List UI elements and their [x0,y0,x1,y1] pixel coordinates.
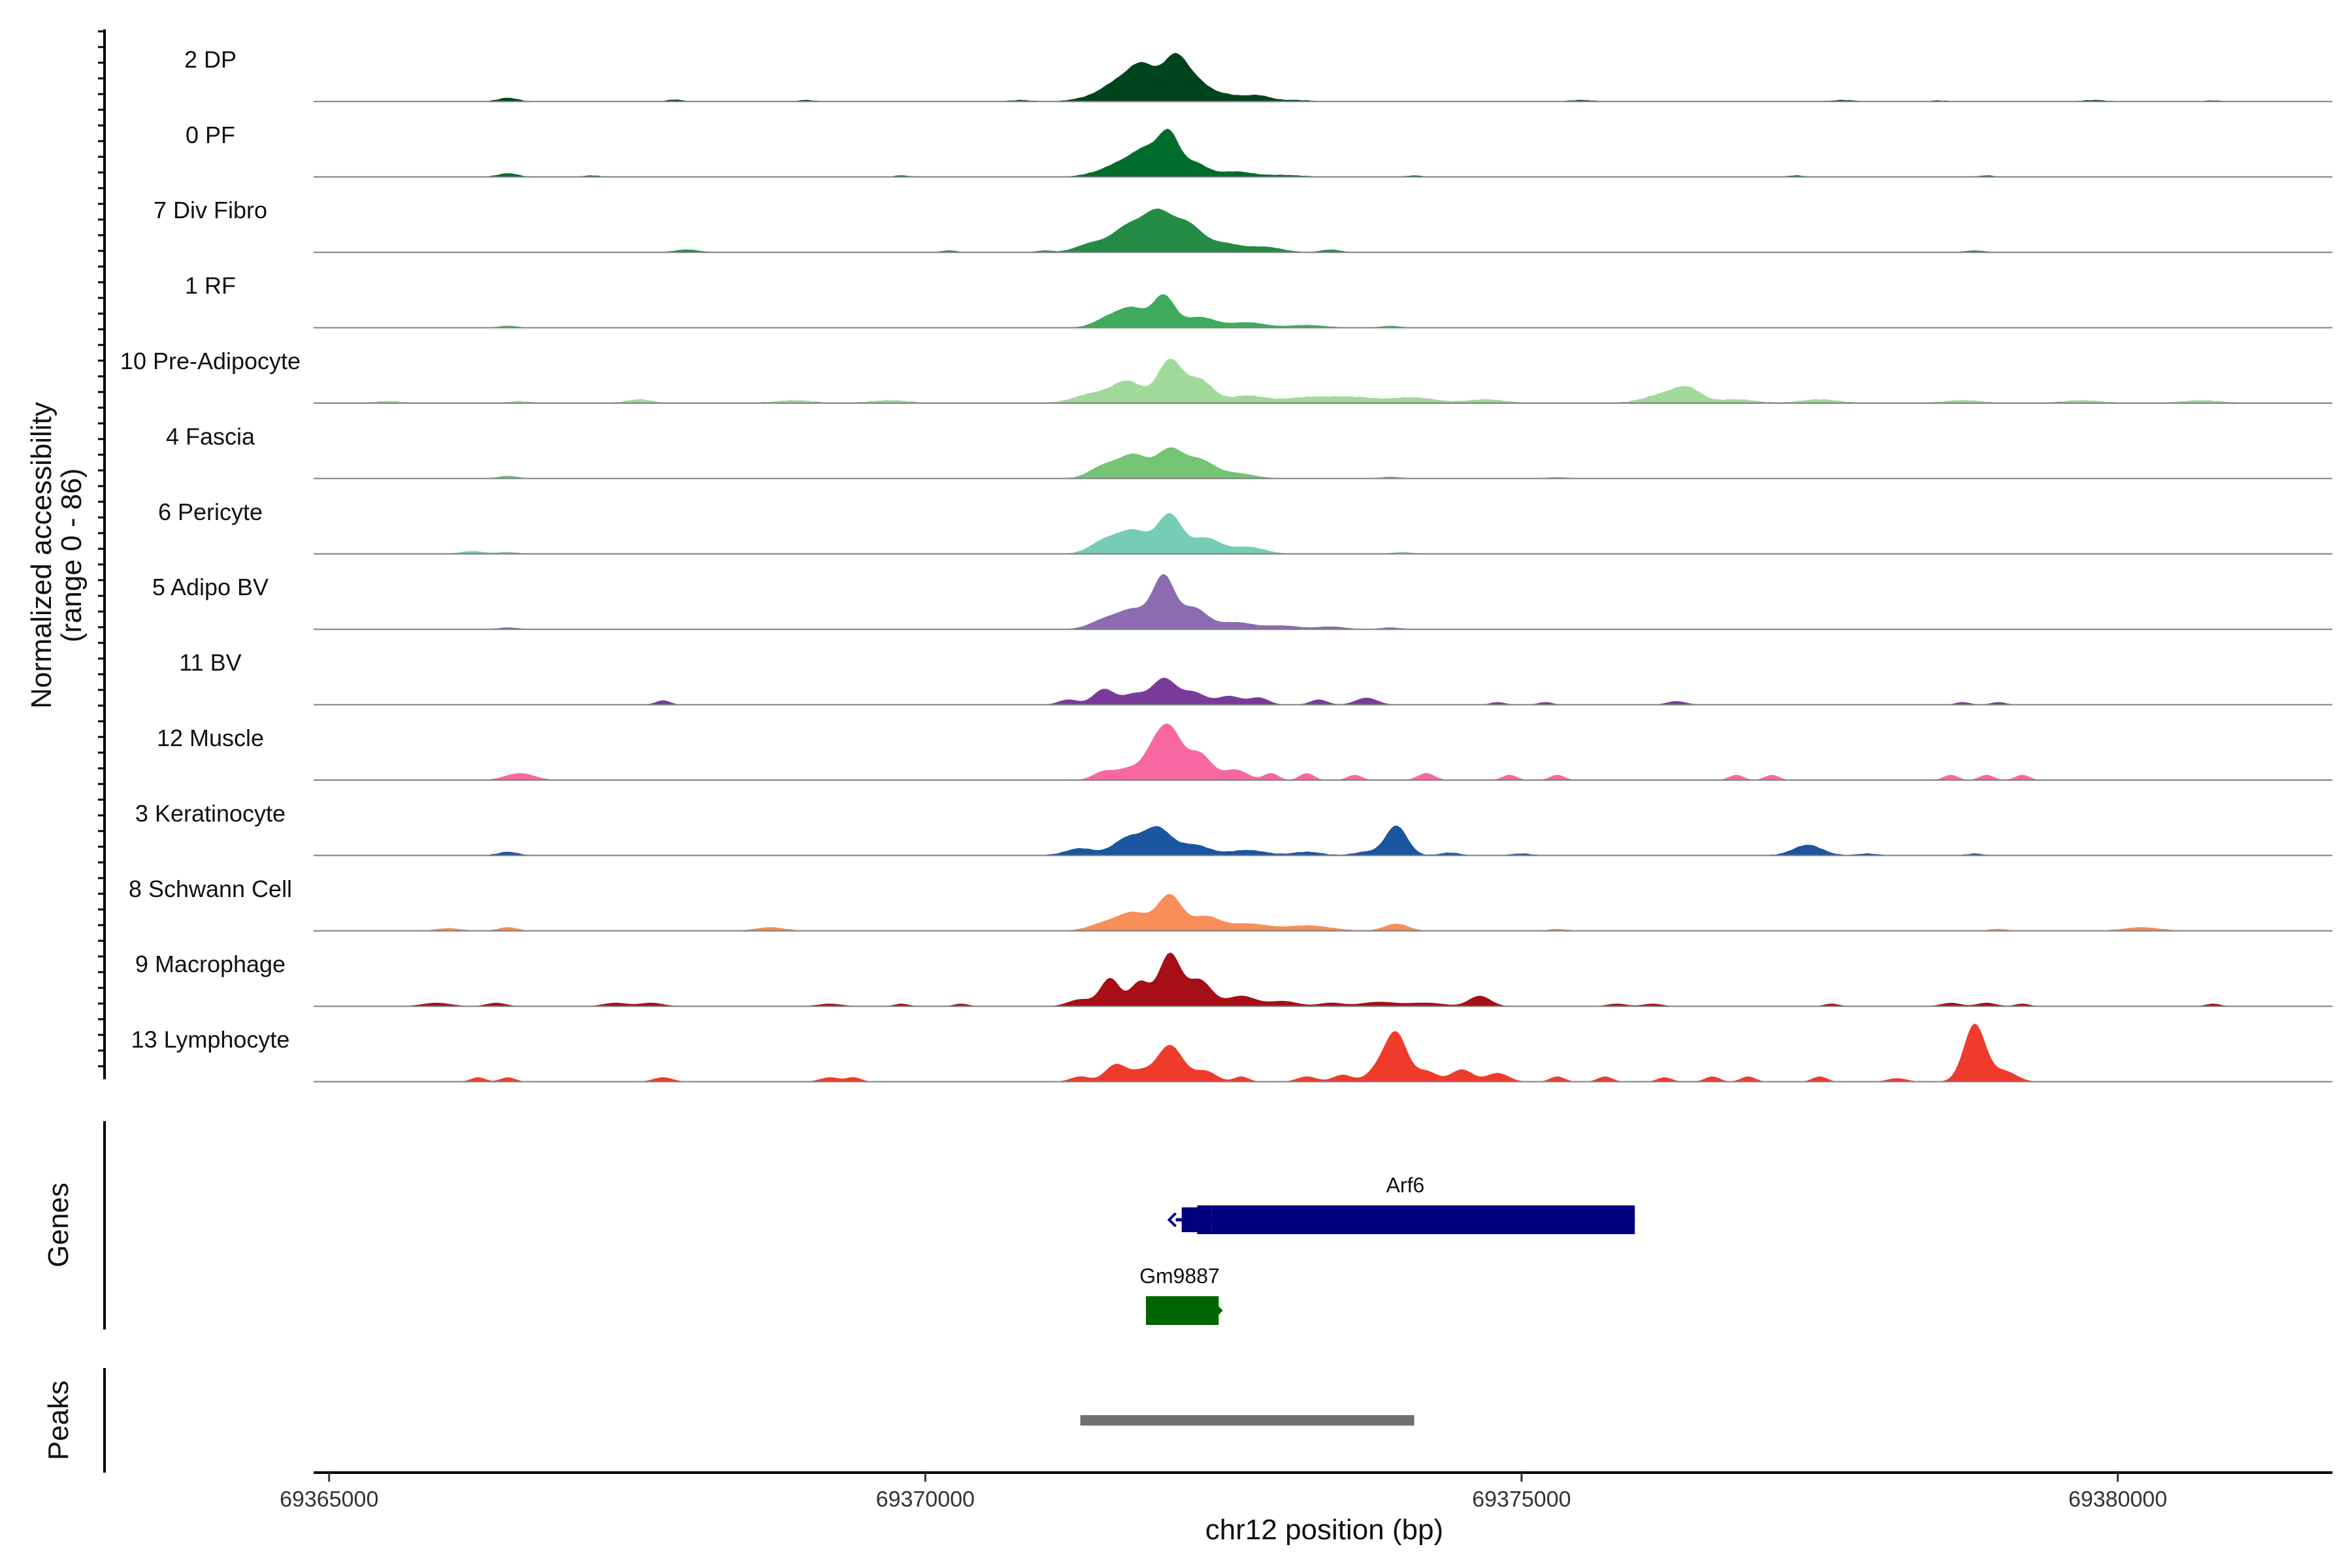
x-tick-label: 69370000 [876,1487,975,1512]
peaks-track-title: Peaks [42,1380,74,1460]
track-area-2-dp [314,52,2332,102]
gene-exon-arf6 [1211,1205,1635,1234]
x-axis: 69365000 69370000 69375000 69380000 [280,1471,2332,1512]
track-area-3-keratinocyte [314,825,2332,856]
track-label-11-bv: 11 BV [179,649,241,676]
track-label-9-macrophage: 9 Macrophage [135,951,286,977]
track-label-0-pf: 0 PF [186,122,235,148]
accessibility-tracks: 2 DP 0 PF 7 Div Fibro 1 RF 10 Pre-Adipocyte 4… [120,46,2332,1083]
track-label-12-muscle: 12 Muscle [157,725,264,751]
accessibility-y-axis [98,29,106,1079]
track-area-9-macrophage [314,952,2332,1007]
track-label-3-keratinocyte: 3 Keratinocyte [135,800,286,826]
track-label-2-dp: 2 DP [184,46,237,73]
track-area-12-muscle [314,723,2332,780]
y-axis-title-line: Normalized accessibility [25,402,57,708]
y-axis-title: Normalized accessibility(range 0 - 86) [25,402,88,708]
x-tick-label: 69375000 [1472,1487,1571,1512]
gene-strand-arrow-gm9887 [1213,1303,1223,1318]
track-area-13-lymphocyte [314,1023,2332,1082]
track-label-4-fascia: 4 Fascia [166,423,255,449]
track-area-11-bv [314,678,2332,705]
x-tick-label: 69365000 [280,1487,378,1512]
track-label-6-pericyte: 6 Pericyte [158,498,263,525]
gene-exon-gm9887 [1145,1296,1219,1325]
genes-track: Genes Arf6 Gm9887 [42,1121,1635,1330]
track-label-10-pre-adipocyte: 10 Pre-Adipocyte [120,348,301,374]
track-area-10-pre-adipocyte [314,358,2332,403]
track-area-7-div-fibro [314,208,2332,253]
track-area-6-pericyte [314,513,2332,554]
track-area-8-schwann-cell [314,894,2332,931]
track-label-7-div-fibro: 7 Div Fibro [154,197,267,223]
gene-exon-arf6 [1181,1207,1198,1232]
gene-exon-arf6 [1197,1205,1212,1234]
peaks-track: Peaks [42,1368,1414,1473]
track-area-4-fascia [314,447,2332,479]
track-label-5-adipo-bv: 5 Adipo BV [152,574,269,600]
track-area-0-pf [314,129,2332,177]
gene-label-arf6: Arf6 [1386,1173,1425,1197]
track-area-5-adipo-bv [314,574,2332,630]
gene-strand-arrow-arf6 [1167,1212,1177,1228]
x-tick-label: 69380000 [2068,1487,2167,1512]
track-label-1-rf: 1 RF [185,272,236,299]
track-label-8-schwann-cell: 8 Schwann Cell [129,875,292,902]
gene-label-gm9887: Gm9887 [1139,1264,1220,1288]
peak-region [1080,1415,1414,1426]
genes-track-title: Genes [42,1183,74,1267]
track-label-13-lymphocyte: 13 Lymphocyte [131,1026,290,1053]
x-axis-title: chr12 position (bp) [1205,1514,1443,1546]
track-area-1-rf [314,294,2332,328]
y-axis-title-line: (range 0 - 86) [56,468,88,643]
